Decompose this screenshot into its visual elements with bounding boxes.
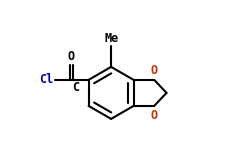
Text: C: C bbox=[72, 81, 79, 94]
Text: O: O bbox=[68, 50, 75, 63]
Text: O: O bbox=[151, 64, 158, 77]
Text: Cl: Cl bbox=[39, 73, 54, 86]
Text: Me: Me bbox=[105, 32, 119, 45]
Text: O: O bbox=[151, 109, 158, 122]
